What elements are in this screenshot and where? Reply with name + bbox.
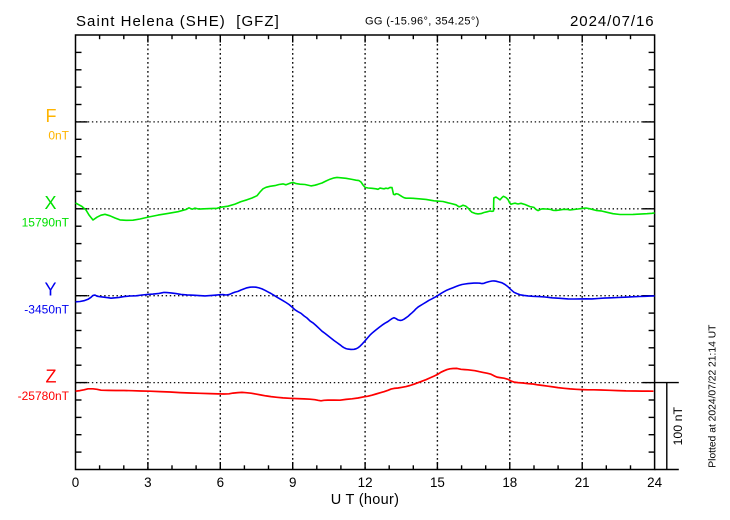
svg-text:X: X xyxy=(44,193,56,213)
svg-text:U T (hour): U T (hour) xyxy=(331,492,400,508)
svg-text:-25780nT: -25780nT xyxy=(18,389,70,403)
svg-text:21: 21 xyxy=(575,475,590,490)
svg-text:6: 6 xyxy=(217,475,224,490)
svg-text:24: 24 xyxy=(647,475,662,490)
svg-text:100 nT: 100 nT xyxy=(671,406,685,445)
svg-text:0: 0 xyxy=(72,475,79,490)
svg-text:Saint Helena (SHE) [GFZ]: Saint Helena (SHE) [GFZ] xyxy=(76,13,280,30)
svg-text:18: 18 xyxy=(502,475,517,490)
svg-text:Z: Z xyxy=(46,367,57,387)
svg-text:GG (-15.96°, 354.25°): GG (-15.96°, 354.25°) xyxy=(365,16,480,28)
svg-text:12: 12 xyxy=(358,475,373,490)
svg-text:Plotted at 2024/07/22 21:14 UT: Plotted at 2024/07/22 21:14 UT xyxy=(708,324,719,468)
svg-text:3: 3 xyxy=(144,475,151,490)
svg-text:Y: Y xyxy=(44,280,56,300)
svg-text:15790nT: 15790nT xyxy=(22,215,70,229)
svg-text:2024/07/16: 2024/07/16 xyxy=(570,13,655,30)
svg-text:F: F xyxy=(46,106,57,126)
svg-text:-3450nT: -3450nT xyxy=(24,302,69,316)
svg-text:15: 15 xyxy=(430,475,445,490)
svg-text:0nT: 0nT xyxy=(48,129,69,143)
svg-text:9: 9 xyxy=(289,475,296,490)
